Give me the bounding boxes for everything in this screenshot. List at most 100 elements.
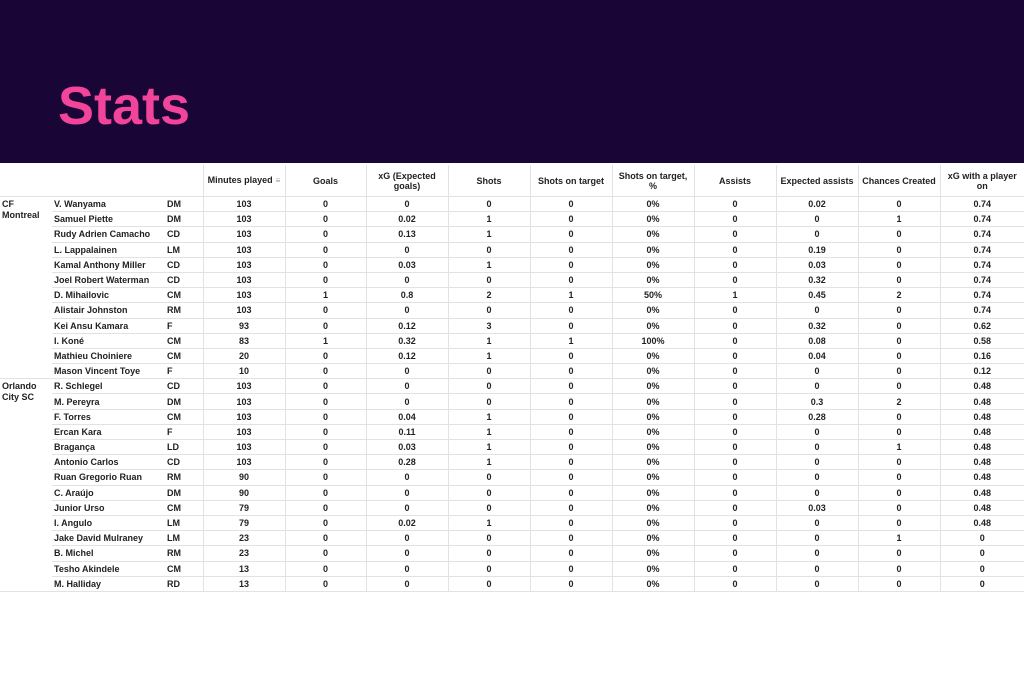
filter-icon[interactable]: ≡	[275, 176, 281, 185]
stat-cell: 0.04	[365, 409, 448, 425]
stat-cell: 83	[202, 333, 285, 349]
stats-table: Minutes played ≡ Goals xG (Expected goals) S…	[0, 165, 1024, 592]
stat-cell: 0	[284, 257, 366, 273]
stat-cell: 0	[775, 378, 858, 395]
position: CD	[163, 454, 203, 471]
stat-cell: 0	[284, 378, 366, 395]
stat-cell: 0	[939, 545, 1024, 562]
column-header: Goals	[284, 165, 366, 197]
stat-cell: 0%	[611, 469, 694, 486]
stat-cell: 0.8	[365, 287, 448, 304]
stat-cell: 0	[365, 545, 448, 562]
stat-cell: 0	[775, 561, 858, 577]
player-row: M. Halliday RD 13 0 0 0 0 0% 0 0 0 0	[0, 576, 1024, 592]
stat-cell: 0%	[611, 439, 694, 456]
stat-cell: 2	[447, 287, 530, 304]
stat-cell: 0	[775, 454, 858, 471]
player-row: Bragança LD 103 0 0.03 1 0 0% 0 0 1 0.48	[0, 439, 1024, 456]
stat-cell: 1	[857, 211, 940, 228]
stat-cell: 0.12	[365, 318, 448, 334]
player-row: F. Torres CM 103 0 0.04 1 0 0% 0 0.28 0 0.48	[0, 409, 1024, 425]
table-body: CF Montreal V. Wanyama DM 103 0 0 0 0 0% 0 0.02 0 0.…	[0, 196, 1024, 592]
stat-cell: 0	[447, 485, 530, 501]
stat-cell: 0	[284, 515, 366, 532]
stat-cell: 0.74	[939, 302, 1024, 319]
player-name: V. Wanyama	[52, 196, 163, 213]
player-name: Ruan Gregorio Ruan	[52, 469, 163, 486]
stat-cell: 0	[857, 318, 940, 334]
stat-cell: 0	[365, 242, 448, 258]
stat-cell: 0%	[611, 393, 694, 410]
stat-cell: 0	[284, 469, 366, 486]
stat-cell: 0	[284, 530, 366, 547]
stat-cell: 0.03	[365, 257, 448, 273]
stat-cell: 0	[284, 272, 366, 289]
player-name: R. Schlegel	[52, 378, 163, 395]
stat-cell: 1	[857, 530, 940, 547]
player-row: Antonio Carlos CD 103 0 0.28 1 0 0% 0 0 0 0.48	[0, 454, 1024, 471]
stat-cell: 0.08	[775, 333, 858, 349]
stat-cell: 0.74	[939, 272, 1024, 289]
stat-cell: 0%	[611, 485, 694, 501]
stat-cell: 0	[365, 500, 448, 516]
stat-cell: 0.28	[365, 454, 448, 471]
stat-cell: 0%	[611, 196, 694, 213]
stat-cell: 0	[857, 500, 940, 516]
column-header: Shots on target, %	[611, 165, 694, 197]
stat-cell: 0	[365, 576, 448, 592]
stat-cell: 1	[447, 439, 530, 456]
position: CD	[163, 378, 203, 395]
stat-cell: 0	[693, 348, 776, 365]
stat-cell: 1	[447, 424, 530, 441]
stat-cell: 0	[775, 545, 858, 562]
stat-cell: 0	[284, 454, 366, 471]
column-header: Shots on target	[529, 165, 612, 197]
stat-cell: 0%	[611, 302, 694, 319]
stat-cell: 0	[693, 485, 776, 501]
column-header-text: Shots	[476, 175, 502, 186]
stat-cell: 0	[365, 530, 448, 547]
stat-cell: 1	[447, 515, 530, 532]
stat-cell: 0.74	[939, 211, 1024, 228]
stat-cell: 0	[857, 469, 940, 486]
stat-cell: 0.11	[365, 424, 448, 441]
stat-cell: 0%	[611, 378, 694, 395]
stat-cell: 103	[202, 211, 285, 228]
blank-header	[0, 165, 203, 197]
stat-cell: 0.48	[939, 439, 1024, 456]
player-row: Ruan Gregorio Ruan RM 90 0 0 0 0 0% 0 0 0 0.48	[0, 469, 1024, 486]
stat-cell: 0	[693, 211, 776, 228]
stat-cell: 0	[857, 333, 940, 349]
player-name: F. Torres	[52, 409, 163, 425]
stat-cell: 0.45	[775, 287, 858, 304]
stat-cell: 0	[857, 226, 940, 243]
stat-cell: 0	[365, 485, 448, 501]
stat-cell: 0.13	[365, 226, 448, 243]
stat-cell: 1	[447, 348, 530, 365]
stat-cell: 0	[529, 302, 612, 319]
stat-cell: 0	[775, 439, 858, 456]
player-name: C. Araújo	[52, 485, 163, 501]
player-row: Kei Ansu Kamara F 93 0 0.12 3 0 0% 0 0.32 0 0.62	[0, 318, 1024, 334]
stat-cell: 0	[529, 469, 612, 486]
position: DM	[163, 211, 203, 228]
column-header: Assists	[693, 165, 776, 197]
player-name: Tesho Akindele	[52, 561, 163, 577]
stat-cell: 0.32	[775, 272, 858, 289]
stat-cell: 0	[529, 500, 612, 516]
stat-cell: 103	[202, 196, 285, 213]
position: LM	[163, 530, 203, 547]
stat-cell: 0	[857, 576, 940, 592]
stat-cell: 0.12	[939, 363, 1024, 380]
stat-cell: 0	[529, 515, 612, 532]
position: CM	[163, 500, 203, 516]
player-name: I. Angulo	[52, 515, 163, 532]
stat-cell: 0	[775, 485, 858, 501]
stat-cell: 3	[447, 318, 530, 334]
stat-cell: 1	[447, 333, 530, 349]
stat-cell: 0	[447, 393, 530, 410]
stat-cell: 0	[857, 409, 940, 425]
stat-cell: 0%	[611, 348, 694, 365]
stat-cell: 0	[857, 545, 940, 562]
stat-cell: 103	[202, 242, 285, 258]
